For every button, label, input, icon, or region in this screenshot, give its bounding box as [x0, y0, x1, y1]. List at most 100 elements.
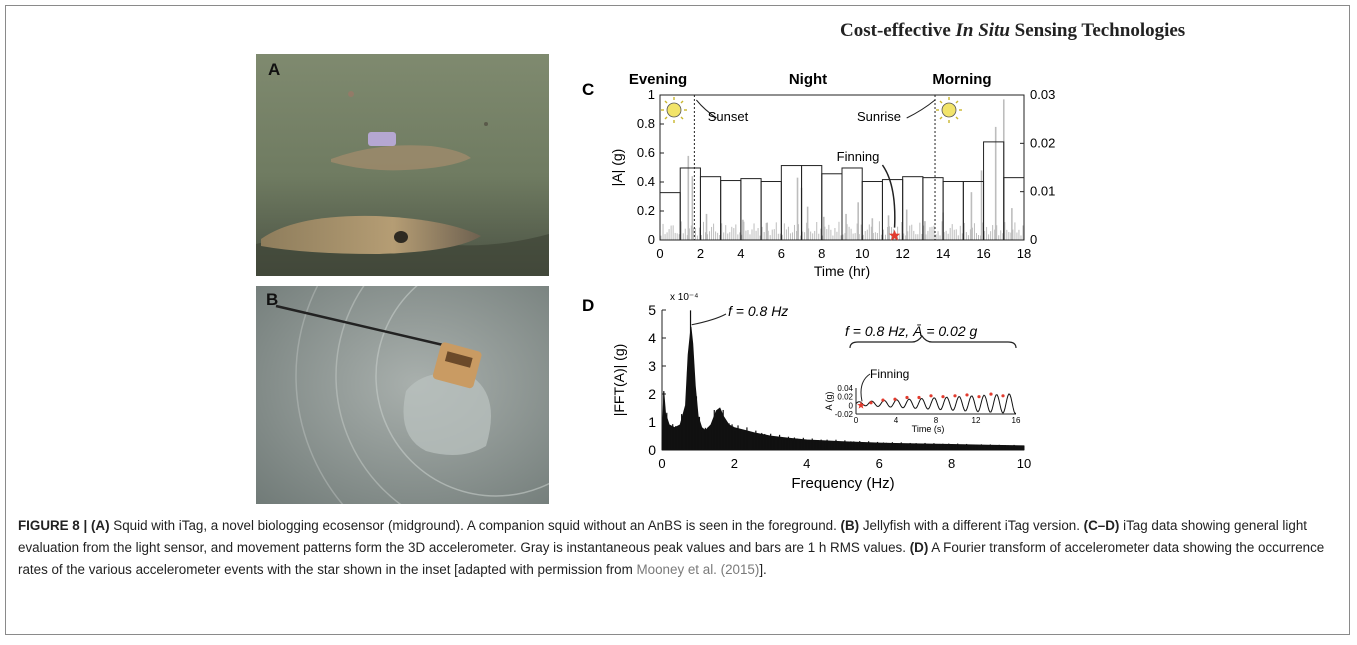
- inset-peak-point: [929, 394, 933, 398]
- inset-y-tick-label: 0.02: [837, 393, 853, 402]
- inset-x-tick-label: 4: [894, 416, 899, 425]
- figure-caption: FIGURE 8 | (A) Squid with iTag, a novel …: [18, 518, 1325, 577]
- sun-icon-morning: [936, 97, 962, 123]
- annotation-sunrise: Sunrise: [857, 109, 901, 124]
- inset-peak-point: [881, 398, 885, 402]
- y-tick-label: 5: [648, 302, 656, 318]
- annotation-peak-frequency: f = 0.8 Hz: [728, 303, 788, 319]
- inset-finning-arrow: [860, 373, 871, 402]
- y-tick-label: 1: [648, 414, 656, 430]
- y-tick-label: 0.4: [637, 174, 655, 189]
- y-tick-label: 0.2: [637, 203, 655, 218]
- rms-bar: [720, 180, 742, 241]
- x-tick-label: 2: [697, 246, 704, 261]
- y-tick-label: 0: [648, 232, 655, 247]
- y-tick-label: 3: [648, 358, 656, 374]
- y-right-tick-label: 0: [1030, 232, 1037, 247]
- y-right-tick-label: 0.02: [1030, 135, 1055, 150]
- inset-y-axis-label: A (g): [824, 391, 834, 410]
- rms-bar: [679, 167, 701, 241]
- rms-bar: [841, 167, 863, 241]
- peak-arrow: [691, 313, 727, 326]
- x-tick-label: 10: [1017, 456, 1031, 471]
- y-tick-label: 4: [648, 330, 656, 346]
- y-axis-label: |A| (g): [609, 149, 625, 187]
- x-tick-label: 18: [1017, 246, 1031, 261]
- inset-annotation-finning: Finning: [870, 367, 909, 381]
- rms-bar: [760, 181, 782, 241]
- sunset-arrow: [696, 99, 717, 119]
- inset-brace: [849, 334, 1017, 349]
- panel-c-letter: C: [582, 80, 595, 99]
- annotation-morning: Morning: [932, 71, 991, 88]
- inset-peak-point: [893, 397, 897, 401]
- figure-frame: [5, 5, 1350, 635]
- rms-bar: [1003, 177, 1025, 241]
- sun-icon-evening: [661, 97, 687, 123]
- x-tick-label: 12: [895, 246, 909, 261]
- y-tick-label: 0.6: [637, 145, 655, 160]
- inset-peak-point: [989, 392, 993, 396]
- inset-signal-line: [855, 393, 1017, 414]
- x-tick-label: 8: [948, 456, 955, 471]
- caption-figure-label: FIGURE 8 |: [18, 518, 91, 533]
- inset-x-tick-label: 8: [934, 416, 939, 425]
- inset-x-axis-label: Time (s): [912, 424, 945, 434]
- annotation-evening: Evening: [629, 71, 687, 88]
- x-axis-label: Frequency (Hz): [791, 475, 894, 492]
- journal-section-title: Cost-effective In Situ Sensing Technolog…: [840, 20, 1186, 41]
- x-tick-label: 2: [731, 456, 738, 471]
- x-tick-label: 0: [658, 456, 665, 471]
- inset-x-tick-label: 0: [854, 416, 859, 425]
- y-axis-label: |FFT(A)| (g): [611, 344, 627, 417]
- citation-link[interactable]: Mooney et al. (2015): [636, 562, 760, 577]
- annotation-sunset: Sunset: [708, 109, 749, 124]
- sunrise-arrow: [906, 99, 936, 119]
- y-tick-label: 1: [648, 87, 655, 102]
- x-tick-label: 14: [936, 246, 950, 261]
- rms-bar: [801, 165, 823, 241]
- annotation-inset-label: f = 0.8 Hz, Ā = 0.02 g: [845, 323, 978, 339]
- inset-star-marker: [857, 401, 865, 409]
- inset-peak-point: [905, 395, 909, 400]
- moon-icon: [810, 107, 820, 127]
- x-tick-label: 16: [976, 246, 990, 261]
- x-axis-label: Time (hr): [814, 263, 870, 279]
- x-tick-label: 6: [876, 456, 883, 471]
- inset-peak-point: [917, 395, 921, 400]
- y-tick-label: 0: [648, 442, 656, 458]
- rms-bar: [962, 181, 985, 241]
- y-right-tick-label: 0.03: [1030, 87, 1055, 102]
- caption-b-label: (B): [840, 518, 860, 533]
- inset-y-tick-label: -0.02: [835, 410, 854, 419]
- inset-peak-point: [953, 394, 957, 398]
- annotation-finning: Finning: [837, 149, 880, 164]
- x-tick-label: 4: [803, 456, 810, 471]
- fft-area: [661, 326, 1025, 451]
- inset-peak-point: [1001, 394, 1005, 398]
- y-multiplier: x 10⁻⁴: [670, 292, 698, 303]
- x-tick-label: 8: [818, 246, 825, 261]
- x-tick-label: 6: [778, 246, 785, 261]
- rms-bar: [922, 177, 944, 241]
- inset-peak-point: [977, 395, 981, 399]
- inset-peak-point: [965, 393, 969, 397]
- panel-d-letter: D: [582, 296, 595, 315]
- inset-peak-point: [941, 395, 945, 399]
- x-tick-label: 4: [737, 246, 744, 261]
- caption-d-label: (D): [909, 540, 929, 555]
- finning-arrow: [881, 164, 896, 228]
- inset-y-tick-label: 0: [849, 401, 854, 410]
- x-tick-label: 0: [656, 246, 663, 261]
- y-right-tick-label: 0.01: [1030, 184, 1055, 199]
- finning-star-marker: [888, 229, 901, 241]
- panel-c-chart: 0 2 4 6 8 10 12 14 16 1800.20.40.60.8100.010.020.…: [609, 71, 1055, 279]
- annotation-night: Night: [789, 71, 827, 88]
- inset-y-tick-label: 0.04: [837, 384, 853, 393]
- panel-b-letter: B: [266, 290, 279, 309]
- y-tick-label: 2: [648, 386, 656, 402]
- y-tick-label: 0.8: [637, 116, 655, 131]
- inset-x-tick-label: 16: [1012, 416, 1021, 425]
- caption-cd-label: (C–D): [1083, 518, 1120, 533]
